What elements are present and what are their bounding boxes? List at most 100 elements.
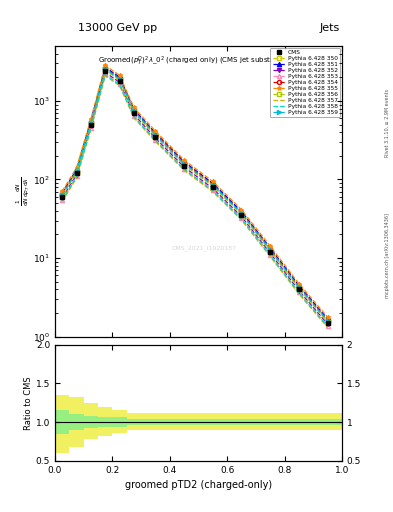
Pythia 6.428 356 bbox=[103, 68, 108, 74]
CMS bbox=[88, 121, 93, 127]
Pythia 6.428 354 bbox=[132, 108, 136, 114]
CMS bbox=[297, 286, 301, 292]
Pythia 6.428 353 bbox=[103, 71, 108, 77]
Pythia 6.428 352 bbox=[211, 185, 215, 191]
Text: Groomed$(p_T^D)^2\lambda\_0^2$ (charged only) (CMS jet substructure): Groomed$(p_T^D)^2\lambda\_0^2$ (charged … bbox=[98, 55, 299, 68]
Pythia 6.428 354 bbox=[74, 167, 79, 174]
Pythia 6.428 357 bbox=[268, 253, 273, 260]
Pythia 6.428 352 bbox=[297, 288, 301, 294]
Pythia 6.428 359 bbox=[88, 119, 93, 125]
Pythia 6.428 355 bbox=[239, 206, 244, 212]
Pythia 6.428 356 bbox=[268, 248, 273, 254]
Pythia 6.428 358 bbox=[74, 174, 79, 180]
Pythia 6.428 350 bbox=[74, 168, 79, 175]
Pythia 6.428 358 bbox=[297, 290, 301, 296]
Pythia 6.428 353 bbox=[88, 125, 93, 131]
Pythia 6.428 358 bbox=[88, 125, 93, 131]
Pythia 6.428 354 bbox=[88, 119, 93, 125]
Line: Pythia 6.428 353: Pythia 6.428 353 bbox=[60, 72, 330, 328]
Pythia 6.428 352 bbox=[153, 135, 158, 141]
Pythia 6.428 355 bbox=[88, 116, 93, 122]
Pythia 6.428 350 bbox=[153, 132, 158, 138]
Pythia 6.428 357 bbox=[117, 82, 122, 89]
Text: CMS_2021_I1920187: CMS_2021_I1920187 bbox=[172, 245, 237, 251]
Pythia 6.428 352 bbox=[74, 172, 79, 178]
X-axis label: groomed pTD2 (charged-only): groomed pTD2 (charged-only) bbox=[125, 480, 272, 490]
Pythia 6.428 357 bbox=[74, 175, 79, 181]
Pythia 6.428 355 bbox=[325, 314, 330, 320]
Pythia 6.428 356 bbox=[117, 77, 122, 83]
CMS bbox=[325, 319, 330, 326]
Pythia 6.428 352 bbox=[117, 79, 122, 86]
Pythia 6.428 352 bbox=[325, 321, 330, 327]
Pythia 6.428 359 bbox=[103, 66, 108, 72]
Pythia 6.428 350 bbox=[60, 192, 64, 198]
Pythia 6.428 352 bbox=[132, 112, 136, 118]
Pythia 6.428 355 bbox=[297, 281, 301, 287]
Pythia 6.428 353 bbox=[60, 197, 64, 203]
Text: Rivet 3.1.10, ≥ 2.9M events: Rivet 3.1.10, ≥ 2.9M events bbox=[385, 89, 390, 157]
Pythia 6.428 351 bbox=[297, 282, 301, 288]
Pythia 6.428 355 bbox=[153, 128, 158, 134]
Text: 13000 GeV pp: 13000 GeV pp bbox=[78, 23, 158, 33]
Pythia 6.428 357 bbox=[103, 73, 108, 79]
Pythia 6.428 353 bbox=[239, 216, 244, 222]
Pythia 6.428 350 bbox=[103, 67, 108, 73]
Pythia 6.428 353 bbox=[182, 166, 187, 172]
Pythia 6.428 356 bbox=[153, 133, 158, 139]
Pythia 6.428 358 bbox=[153, 137, 158, 143]
CMS bbox=[103, 68, 108, 74]
Line: Pythia 6.428 358: Pythia 6.428 358 bbox=[62, 75, 328, 326]
Line: CMS: CMS bbox=[60, 69, 330, 325]
Pythia 6.428 357 bbox=[153, 138, 158, 144]
Pythia 6.428 351 bbox=[88, 118, 93, 124]
CMS bbox=[132, 110, 136, 116]
Pythia 6.428 350 bbox=[132, 109, 136, 115]
Pythia 6.428 359 bbox=[153, 132, 158, 138]
Pythia 6.428 354 bbox=[297, 284, 301, 290]
Line: Pythia 6.428 359: Pythia 6.428 359 bbox=[60, 67, 330, 323]
Pythia 6.428 357 bbox=[239, 217, 244, 223]
Pythia 6.428 356 bbox=[74, 169, 79, 176]
Legend: CMS, Pythia 6.428 350, Pythia 6.428 351, Pythia 6.428 352, Pythia 6.428 353, Pyt: CMS, Pythia 6.428 350, Pythia 6.428 351,… bbox=[270, 48, 340, 117]
Pythia 6.428 351 bbox=[60, 190, 64, 196]
Pythia 6.428 351 bbox=[74, 166, 79, 173]
CMS bbox=[74, 170, 79, 176]
Pythia 6.428 356 bbox=[211, 183, 215, 189]
Pythia 6.428 352 bbox=[60, 195, 64, 201]
Pythia 6.428 357 bbox=[211, 189, 215, 195]
Pythia 6.428 350 bbox=[325, 318, 330, 324]
Pythia 6.428 357 bbox=[60, 199, 64, 205]
Pythia 6.428 350 bbox=[117, 76, 122, 82]
Pythia 6.428 354 bbox=[268, 246, 273, 252]
Pythia 6.428 358 bbox=[239, 216, 244, 222]
Pythia 6.428 354 bbox=[117, 75, 122, 81]
Pythia 6.428 354 bbox=[60, 191, 64, 197]
Pythia 6.428 354 bbox=[211, 181, 215, 187]
Pythia 6.428 351 bbox=[211, 180, 215, 186]
Pythia 6.428 359 bbox=[182, 161, 187, 167]
Pythia 6.428 353 bbox=[211, 187, 215, 194]
Pythia 6.428 358 bbox=[117, 81, 122, 88]
Line: Pythia 6.428 355: Pythia 6.428 355 bbox=[60, 63, 330, 319]
Pythia 6.428 354 bbox=[239, 209, 244, 216]
Pythia 6.428 357 bbox=[297, 291, 301, 297]
Pythia 6.428 350 bbox=[297, 285, 301, 291]
Pythia 6.428 354 bbox=[182, 160, 187, 166]
Text: Jets: Jets bbox=[320, 23, 340, 33]
Pythia 6.428 357 bbox=[88, 126, 93, 133]
CMS bbox=[60, 194, 64, 200]
Pythia 6.428 350 bbox=[88, 120, 93, 126]
Pythia 6.428 356 bbox=[325, 319, 330, 325]
Pythia 6.428 359 bbox=[211, 182, 215, 188]
Pythia 6.428 359 bbox=[132, 108, 136, 114]
Pythia 6.428 352 bbox=[103, 70, 108, 76]
CMS bbox=[182, 163, 187, 169]
Pythia 6.428 356 bbox=[60, 193, 64, 199]
Pythia 6.428 350 bbox=[211, 182, 215, 188]
Pythia 6.428 359 bbox=[297, 284, 301, 290]
Pythia 6.428 353 bbox=[297, 289, 301, 295]
Pythia 6.428 357 bbox=[325, 324, 330, 330]
CMS bbox=[153, 134, 158, 140]
CMS bbox=[211, 184, 215, 190]
